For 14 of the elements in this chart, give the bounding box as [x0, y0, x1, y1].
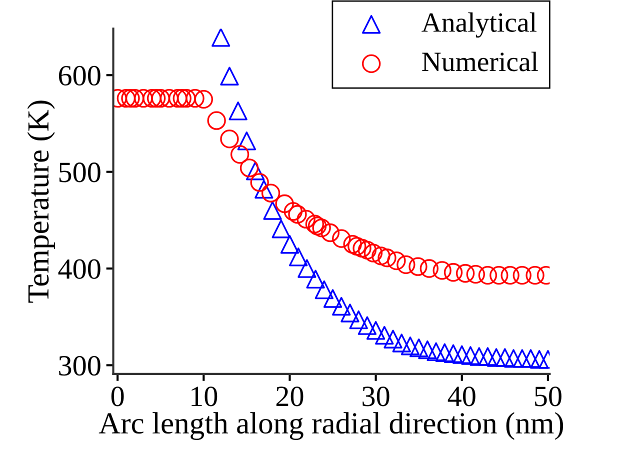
x-tick-label: 30 [362, 386, 390, 406]
x-tick-label: 40 [448, 386, 476, 406]
x-tick-label: 20 [276, 386, 304, 406]
legend-label: Numerical [422, 52, 538, 72]
y-tick-label: 600 [58, 66, 100, 86]
x-axis-title: Arc length along radial direction (nm) [98, 412, 564, 440]
y-tick-label: 400 [58, 259, 100, 279]
y-axis-title: Temperature (K) [27, 100, 55, 303]
x-tick-label: 10 [192, 386, 218, 406]
y-tick-label: 300 [59, 356, 100, 376]
x-tick-label: 50 [535, 386, 562, 406]
x-tick-label: 0 [111, 386, 124, 406]
legend-label: Analytical [422, 12, 536, 38]
y-tick-label: 500 [59, 162, 100, 182]
